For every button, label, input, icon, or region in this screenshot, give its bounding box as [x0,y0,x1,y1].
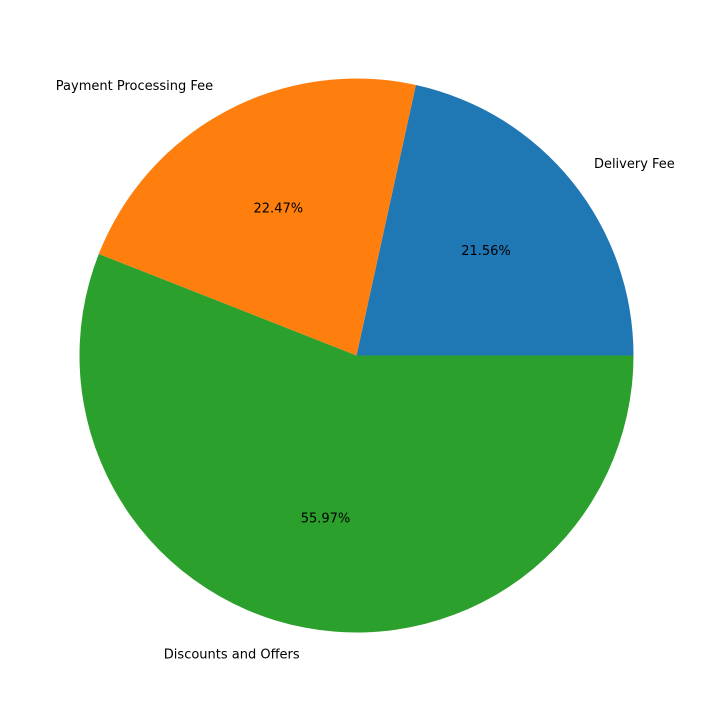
pie-labels: Delivery Fee 21.56% Payment Processing Fee… [56,79,675,662]
slice-label-discounts-and-offers: Discounts and Offers [164,647,300,662]
pie-slices [79,78,634,633]
slice-label-payment-processing-fee: Payment Processing Fee [56,79,213,94]
pie-slice-delivery-fee [356,84,634,356]
slice-percent-discounts-and-offers: 55.97% [301,511,351,526]
pie-slice-discounts-and-offers [79,254,634,633]
slice-percent-delivery-fee: 21.56% [461,244,511,259]
pie-slice-payment-processing-fee [98,78,416,356]
slice-percent-payment-processing-fee: 22.47% [254,201,304,216]
slice-label-delivery-fee: Delivery Fee [594,157,675,172]
